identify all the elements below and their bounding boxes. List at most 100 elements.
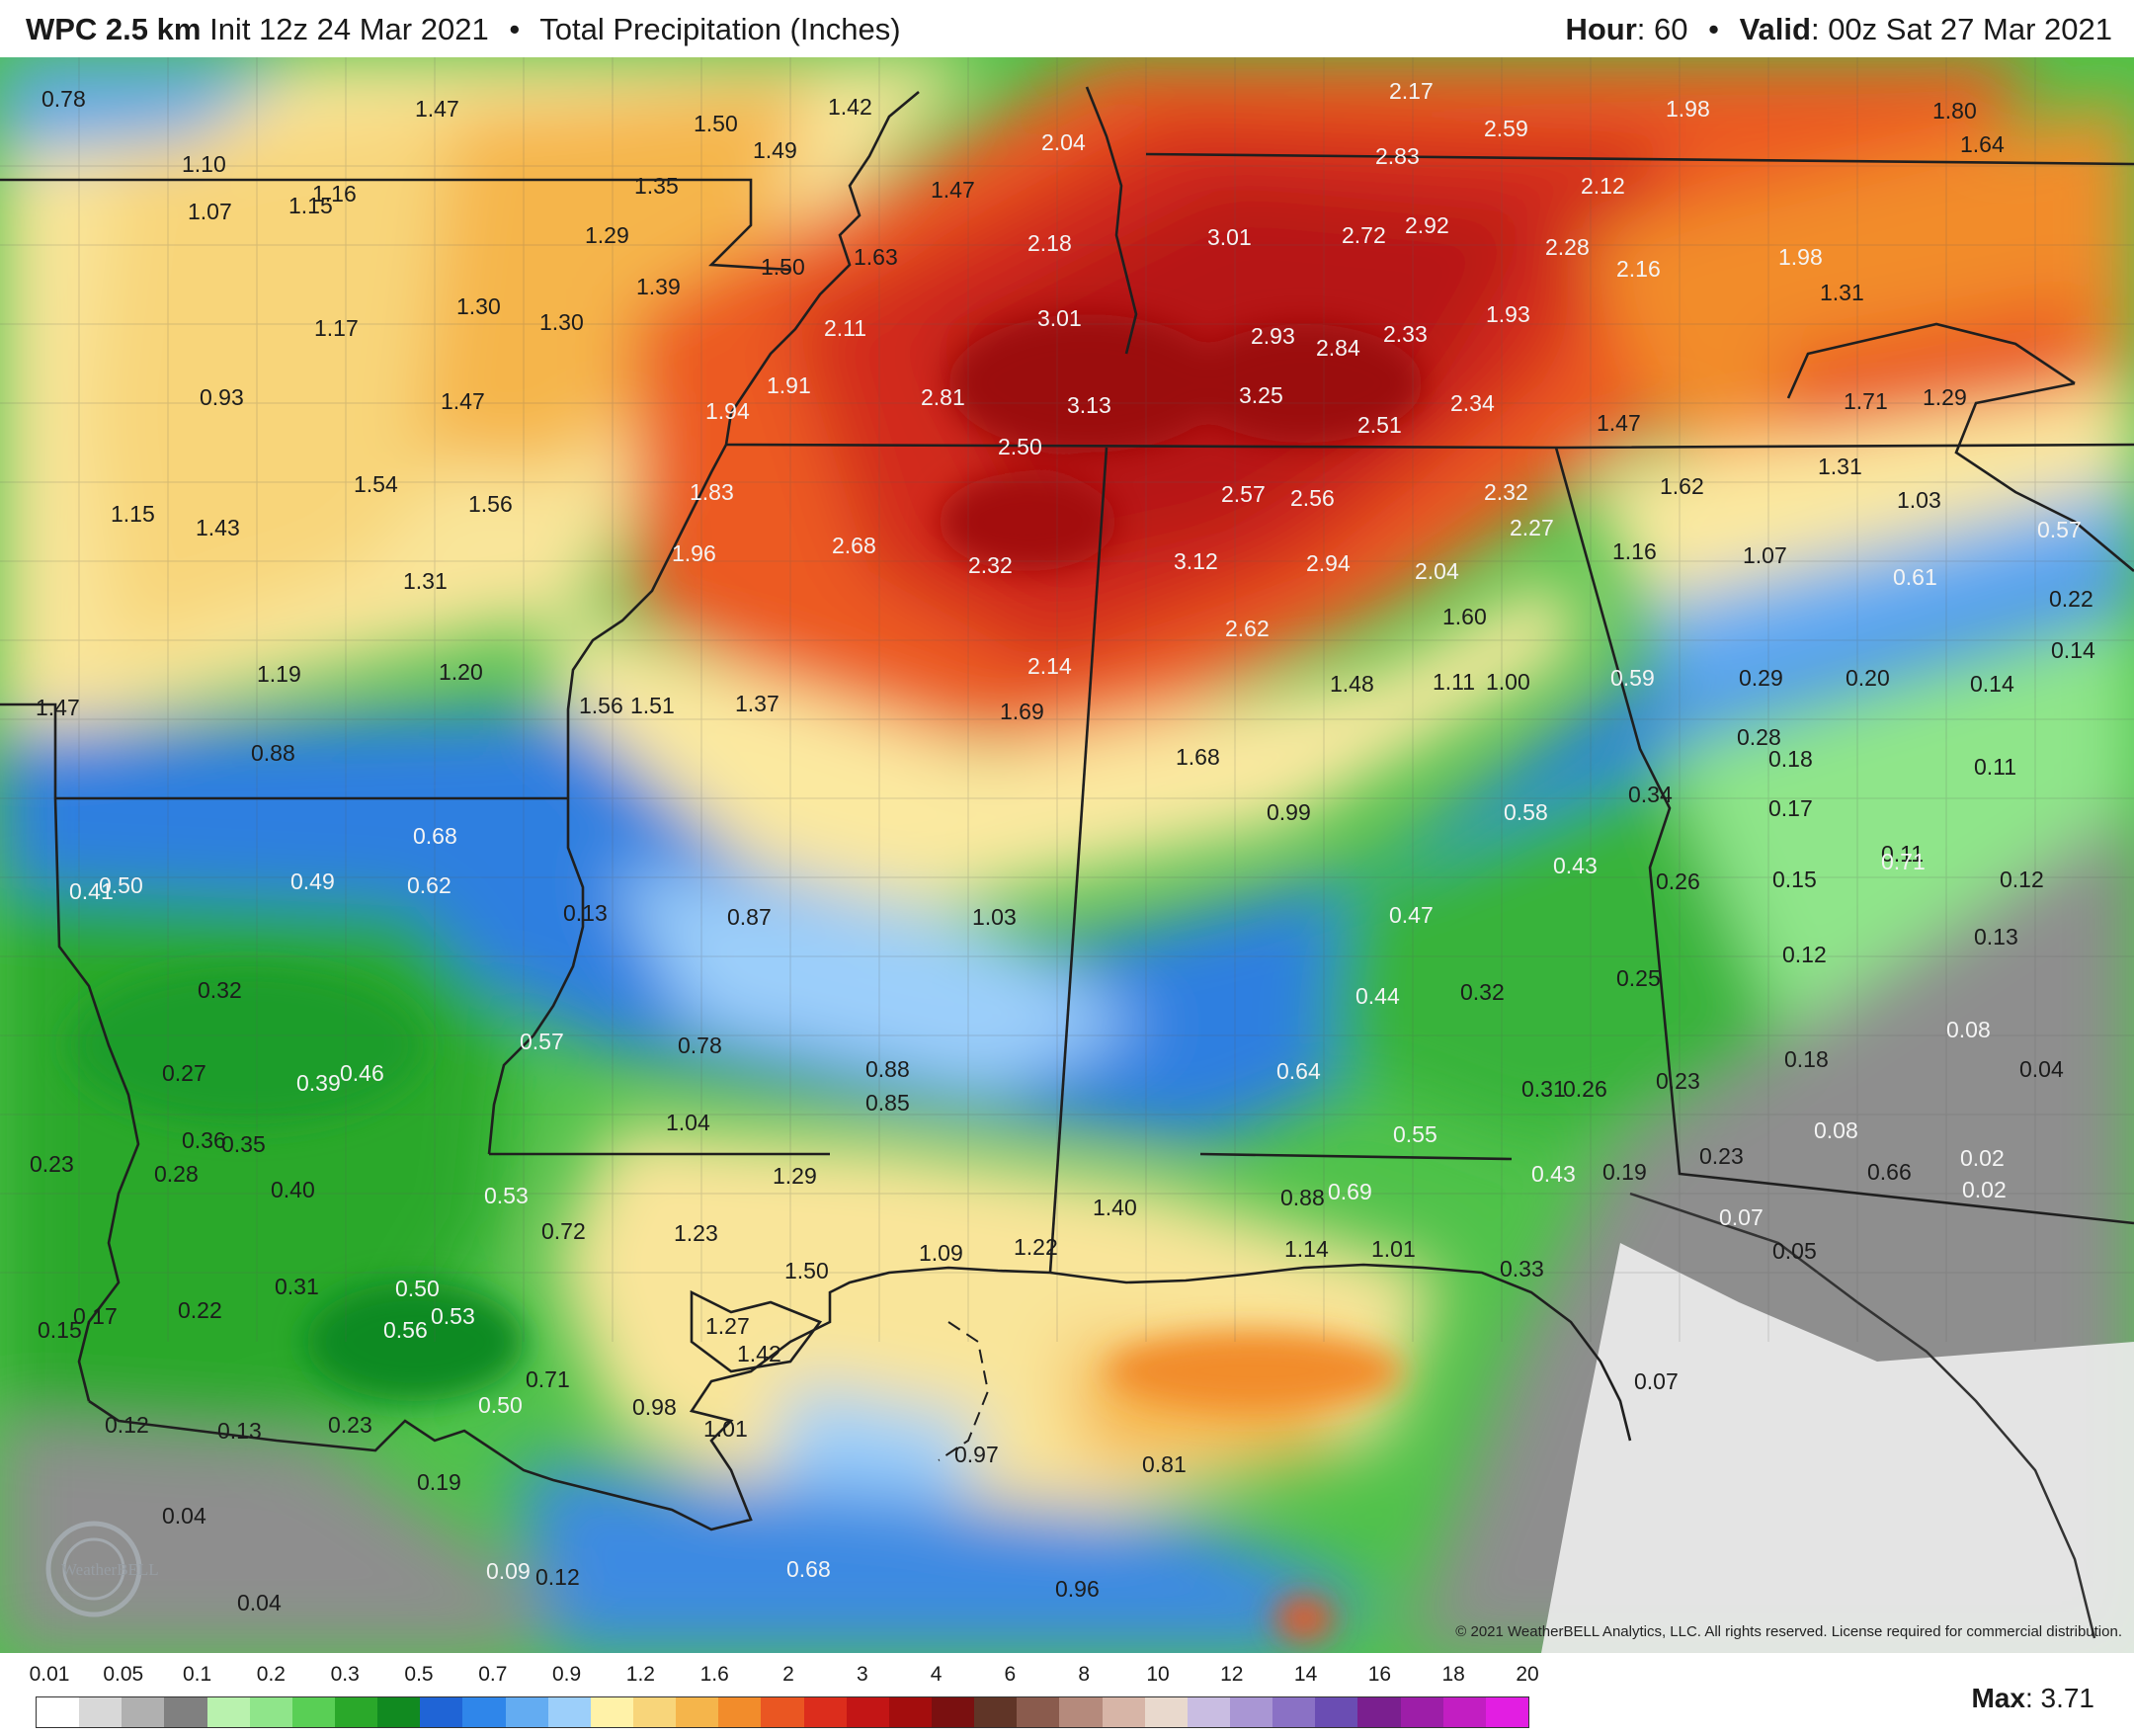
- value-label: 0.32: [1460, 979, 1505, 1005]
- value-label: 0.64: [1276, 1058, 1321, 1084]
- legend-tick-label: 0.3: [330, 1663, 360, 1686]
- legend-tick-label: 0.05: [103, 1663, 144, 1686]
- map-header: WPC 2.5 km Init 12z 24 Mar 2021 • Total …: [0, 0, 2134, 57]
- value-label: 0.23: [1699, 1143, 1744, 1169]
- legend-tick-label: 0.5: [404, 1663, 434, 1686]
- value-label: 0.02: [1960, 1145, 2005, 1171]
- value-label: 0.56: [383, 1317, 428, 1343]
- legend-swatch: [590, 1697, 633, 1727]
- value-label: 0.08: [1814, 1117, 1858, 1143]
- value-label: 1.31: [1818, 454, 1862, 479]
- value-label: 0.26: [1656, 868, 1700, 894]
- value-label: 2.28: [1545, 234, 1590, 260]
- value-label: 1.48: [1330, 671, 1374, 697]
- value-label: 0.15: [1772, 867, 1817, 892]
- value-label: 0.71: [1881, 849, 1926, 874]
- value-label: 2.33: [1383, 321, 1428, 347]
- value-label: 0.07: [1634, 1368, 1679, 1394]
- value-label: 0.87: [727, 904, 772, 930]
- value-label: 2.32: [968, 552, 1013, 578]
- value-label: 0.17: [1768, 795, 1813, 821]
- value-label: 0.97: [954, 1442, 999, 1467]
- value-label: 1.50: [761, 254, 805, 280]
- value-label: 1.40: [1093, 1195, 1137, 1220]
- value-label: 1.71: [1844, 388, 1888, 414]
- copyright-notice: © 2021 WeatherBELL Analytics, LLC. All r…: [1455, 1623, 2122, 1640]
- value-label: 0.07: [1719, 1204, 1764, 1230]
- value-label: 0.62: [407, 872, 451, 898]
- value-label: 2.81: [921, 384, 965, 410]
- value-label: 1.17: [314, 315, 359, 341]
- value-label: 0.69: [1328, 1179, 1372, 1204]
- value-label: 1.04: [666, 1110, 710, 1135]
- color-legend: 0.01 0.05 0.1 0.2 0.3 0.5 0.7 0.9 1.2 1.6 2 3 4 6 8 10 1…: [0, 1653, 2134, 1736]
- value-label: 0.18: [1784, 1046, 1829, 1072]
- value-label: 0.72: [541, 1218, 586, 1244]
- legend-swatch: [1400, 1697, 1443, 1727]
- legend-swatch: [1187, 1697, 1230, 1727]
- value-label: 3.12: [1174, 548, 1218, 574]
- value-label: 0.12: [535, 1564, 580, 1590]
- value-label: 1.47: [441, 388, 485, 414]
- florida-coastline: [1629, 1192, 2096, 1639]
- bullet-1: •: [509, 12, 521, 46]
- value-label: 0.11: [1881, 841, 1924, 867]
- value-label: 1.69: [1000, 699, 1044, 724]
- legend-swatch: [164, 1697, 207, 1727]
- value-label: 2.57: [1221, 481, 1266, 507]
- value-label: 2.27: [1510, 515, 1554, 540]
- init-time: Init 12z 24 Mar 2021: [209, 12, 489, 46]
- value-label: 1.01: [703, 1416, 748, 1442]
- value-label: 0.11: [1974, 754, 2016, 780]
- legend-swatch: [291, 1697, 335, 1727]
- value-label: 1.49: [753, 137, 797, 163]
- value-label: 2.12: [1581, 173, 1625, 199]
- value-label: 0.12: [2000, 867, 2044, 892]
- value-label: 1.42: [737, 1341, 781, 1366]
- legend-swatch: [632, 1697, 677, 1727]
- value-label: 0.50: [478, 1392, 523, 1418]
- legend-tick-label: 0.1: [182, 1663, 212, 1686]
- legend-tick-label: 2: [782, 1663, 794, 1686]
- value-label: 0.19: [1602, 1159, 1647, 1185]
- value-label: 2.34: [1450, 390, 1495, 416]
- value-label: 2.92: [1405, 212, 1449, 238]
- value-label: 1.37: [735, 691, 780, 716]
- value-label: 0.41: [69, 878, 114, 904]
- legend-tick-label: 14: [1293, 1663, 1318, 1686]
- value-label: 2.83: [1375, 143, 1420, 169]
- value-label: 1.10: [182, 151, 226, 177]
- value-label: 1.98: [1666, 96, 1710, 122]
- value-label: 0.19: [417, 1469, 461, 1495]
- legend-swatch: [505, 1697, 548, 1727]
- value-label: 1.47: [36, 695, 80, 720]
- legend-swatch: [1017, 1697, 1060, 1727]
- legend-swatch: [37, 1697, 80, 1727]
- value-label: 0.58: [1504, 799, 1548, 825]
- value-label: 2.59: [1484, 116, 1528, 141]
- value-label: 1.63: [854, 244, 898, 270]
- legend-swatch: [249, 1697, 292, 1727]
- value-label: 1.93: [1486, 301, 1530, 327]
- value-label: 0.02: [1962, 1177, 2007, 1202]
- value-label: 1.91: [767, 372, 811, 398]
- value-label: 0.09: [486, 1558, 531, 1584]
- value-label: 1.07: [1743, 542, 1787, 568]
- value-label: 1.27: [705, 1313, 750, 1339]
- value-label: 2.16: [1616, 256, 1661, 282]
- valid-label: Valid: [1739, 12, 1811, 46]
- legend-tick-label: 0.2: [256, 1663, 286, 1686]
- value-label: 0.13: [563, 900, 608, 926]
- value-label: 0.43: [1531, 1161, 1576, 1187]
- value-label: 0.23: [328, 1412, 372, 1438]
- precip-detail: [69, 314, 1423, 1640]
- value-label: 0.28: [154, 1161, 199, 1187]
- value-label: 0.12: [1782, 942, 1827, 967]
- value-label: 0.14: [2051, 637, 2095, 663]
- value-label: 1.96: [672, 540, 716, 566]
- legend-swatch: [79, 1697, 123, 1727]
- value-label: 0.23: [30, 1151, 74, 1177]
- logo-text: WeatherBELL: [61, 1560, 159, 1579]
- value-label: 1.35: [634, 173, 679, 199]
- value-label: 2.04: [1415, 558, 1459, 584]
